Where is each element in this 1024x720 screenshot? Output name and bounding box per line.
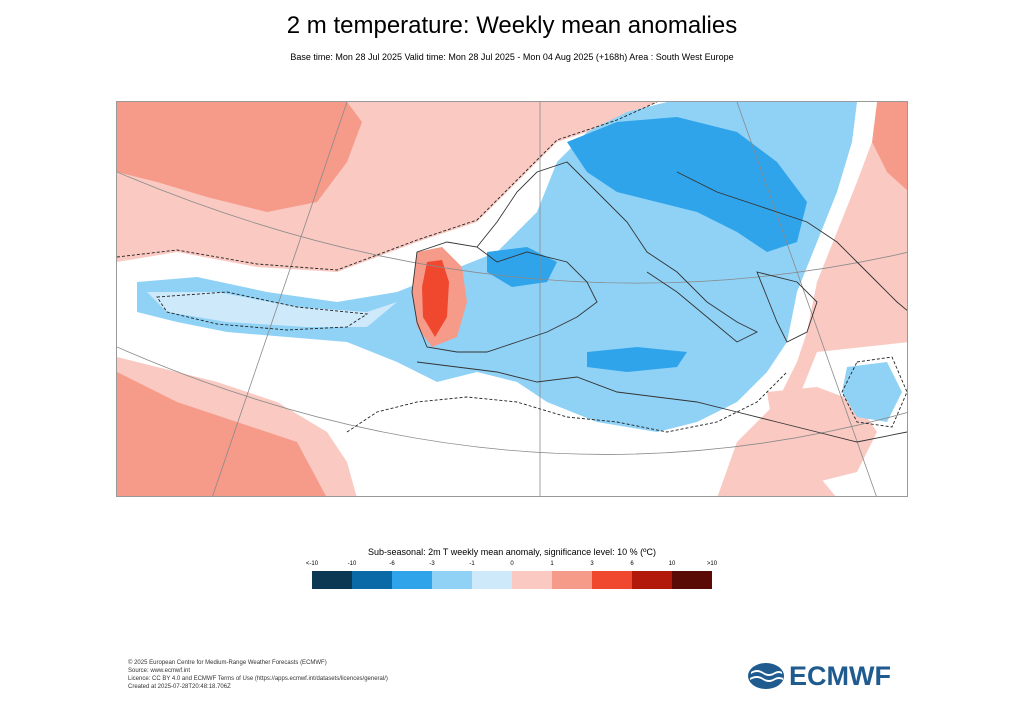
legend-swatch [312, 571, 352, 589]
coastline-balkans [756, 271, 818, 343]
cold-core-central-europe [567, 117, 807, 252]
footer-source: Source: www.ecmwf.int [128, 668, 191, 674]
ecmwf-logo-icon [748, 663, 784, 689]
legend-swatch [392, 571, 432, 589]
legend-tick-label: 10 [668, 561, 676, 567]
footer-licence: Licence: CC BY 4.0 and ECMWF Terms of Us… [128, 676, 388, 682]
warm-region-southwest [117, 372, 326, 496]
cold-core-mediterranean [587, 347, 687, 372]
legend-swatch [472, 571, 512, 589]
graticule-meridian-1 [212, 102, 348, 496]
legend-tick-label: >10 [706, 561, 718, 567]
cold-core-iberia [487, 247, 557, 287]
coastlines [411, 161, 907, 443]
graticule-parallel-2 [117, 346, 907, 455]
warm-region-northeast [872, 102, 907, 191]
legend-colorbar [312, 571, 712, 589]
coastline-france-italy [476, 161, 759, 343]
legend-tick-label: -10 [347, 561, 357, 567]
coastline-adriatic-aegean [676, 171, 907, 311]
contour-levant [841, 356, 907, 428]
legend-tick-label: 3 [590, 561, 594, 567]
legend-swatch [552, 571, 592, 589]
footer-copyright: © 2025 European Centre for Medium-Range … [128, 660, 327, 666]
coastline-north-africa [416, 361, 907, 443]
chart-subtitle: Base time: Mon 28 Jul 2025 Valid time: M… [290, 52, 734, 62]
legend-title: Sub-seasonal: 2m T weekly mean anomaly, … [368, 547, 656, 557]
graticule-meridian-3 [736, 102, 877, 496]
warm-region-atlantic [117, 102, 362, 212]
footer-credits: © 2025 European Centre for Medium-Range … [128, 659, 388, 691]
legend-tick-label: -3 [429, 561, 435, 567]
legend-tick-label: -6 [389, 561, 395, 567]
contour-atlantic [156, 291, 369, 331]
graticule-parallel-1 [117, 171, 907, 284]
contour-north [117, 102, 658, 271]
legend-tick-label: 1 [550, 561, 554, 567]
legend-ticks: <-10 -10 -6 -3 -1 0 1 3 6 10 >10 [306, 561, 717, 571]
legend-tick-label: 6 [630, 561, 634, 567]
legend-tick-label: -1 [469, 561, 475, 567]
legend-swatch [432, 571, 472, 589]
graticule [117, 102, 907, 496]
anomaly-map [116, 101, 908, 497]
ecmwf-logo-text: ECMWF [789, 660, 891, 691]
significance-contours [117, 102, 907, 433]
cool-fringe-atlantic [147, 292, 397, 327]
legend-swatch [352, 571, 392, 589]
footer-created: Created at 2025-07-28T20:48:18.706Z [128, 684, 231, 690]
legend-swatch [512, 571, 552, 589]
legend-tick-label: <-10 [305, 561, 319, 567]
legend-swatch [632, 571, 672, 589]
legend-swatch [672, 571, 712, 589]
contour-south [346, 371, 788, 433]
map-svg [117, 102, 907, 496]
ecmwf-logo: ECMWF [747, 660, 907, 692]
warm-region-egypt [767, 387, 877, 482]
legend-tick-label: 0 [510, 561, 514, 567]
chart-title: 2 m temperature: Weekly mean anomalies [286, 12, 738, 39]
coastline-iberia [411, 241, 598, 353]
hot-core-portugal [422, 260, 449, 337]
cool-region-levant [842, 362, 902, 422]
legend-swatch [592, 571, 632, 589]
